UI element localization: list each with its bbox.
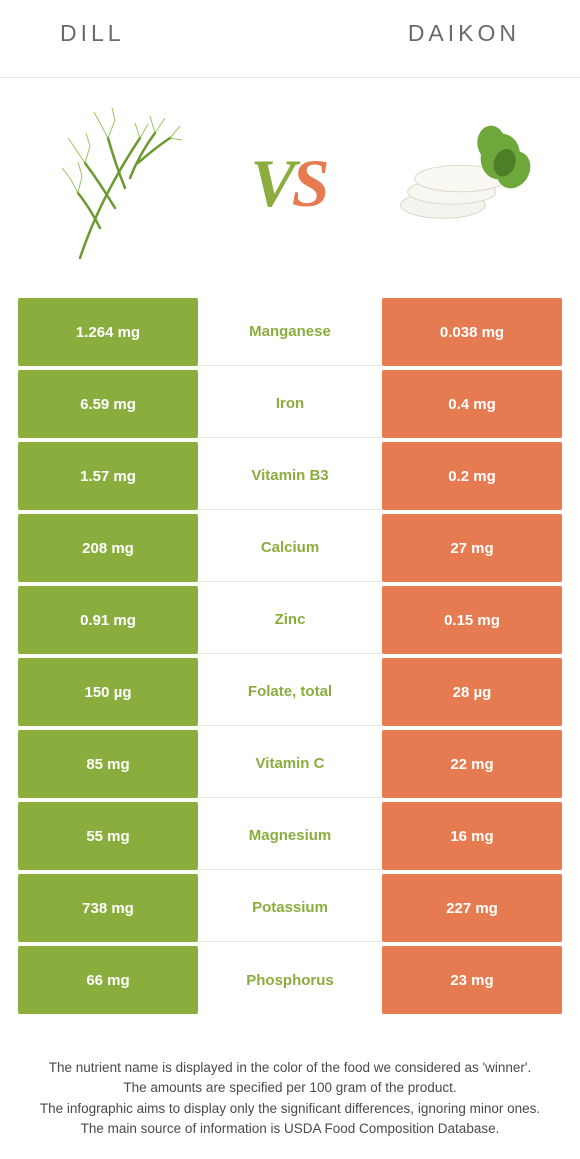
right-value: 16 mg [382, 802, 562, 870]
header: DILL DAIKON [0, 0, 580, 78]
left-value: 0.91 mg [18, 586, 198, 654]
footer-line: The infographic aims to display only the… [24, 1099, 556, 1119]
table-row: 150 µgFolate, total28 µg [18, 658, 562, 726]
footer-notes: The nutrient name is displayed in the co… [0, 1018, 580, 1159]
left-value: 208 mg [18, 514, 198, 582]
hero-row: V S [0, 78, 580, 298]
footer-line: The main source of information is USDA F… [24, 1119, 556, 1139]
right-value: 227 mg [382, 874, 562, 942]
footer-line: The nutrient name is displayed in the co… [24, 1058, 556, 1078]
nutrient-table: 1.264 mgManganese0.038 mg6.59 mgIron0.4 … [0, 298, 580, 1014]
nutrient-label: Folate, total [198, 658, 382, 726]
nutrient-label: Iron [198, 370, 382, 438]
right-value: 22 mg [382, 730, 562, 798]
nutrient-label: Magnesium [198, 802, 382, 870]
right-value: 0.038 mg [382, 298, 562, 366]
daikon-image [380, 98, 550, 268]
right-value: 23 mg [382, 946, 562, 1014]
right-title: DAIKON [408, 20, 520, 47]
table-row: 0.91 mgZinc0.15 mg [18, 586, 562, 654]
left-value: 738 mg [18, 874, 198, 942]
left-title: DILL [60, 20, 125, 47]
nutrient-label: Manganese [198, 298, 382, 366]
footer-line: The amounts are specified per 100 gram o… [24, 1078, 556, 1098]
right-value: 27 mg [382, 514, 562, 582]
left-value: 150 µg [18, 658, 198, 726]
nutrient-label: Potassium [198, 874, 382, 942]
left-value: 1.264 mg [18, 298, 198, 366]
vs-label: V S [250, 144, 329, 223]
table-row: 85 mgVitamin C22 mg [18, 730, 562, 798]
nutrient-label: Phosphorus [198, 946, 382, 1014]
table-row: 1.264 mgManganese0.038 mg [18, 298, 562, 366]
table-row: 55 mgMagnesium16 mg [18, 802, 562, 870]
table-row: 6.59 mgIron0.4 mg [18, 370, 562, 438]
nutrient-label: Calcium [198, 514, 382, 582]
table-row: 1.57 mgVitamin B30.2 mg [18, 442, 562, 510]
nutrient-label: Vitamin C [198, 730, 382, 798]
table-row: 208 mgCalcium27 mg [18, 514, 562, 582]
table-row: 66 mgPhosphorus23 mg [18, 946, 562, 1014]
left-value: 55 mg [18, 802, 198, 870]
nutrient-label: Vitamin B3 [198, 442, 382, 510]
right-value: 0.15 mg [382, 586, 562, 654]
nutrient-label: Zinc [198, 586, 382, 654]
right-value: 0.4 mg [382, 370, 562, 438]
left-value: 85 mg [18, 730, 198, 798]
vs-s: S [292, 144, 330, 223]
left-value: 1.57 mg [18, 442, 198, 510]
right-value: 28 µg [382, 658, 562, 726]
vs-v: V [250, 144, 295, 223]
left-value: 66 mg [18, 946, 198, 1014]
left-value: 6.59 mg [18, 370, 198, 438]
right-value: 0.2 mg [382, 442, 562, 510]
table-row: 738 mgPotassium227 mg [18, 874, 562, 942]
dill-image [30, 98, 200, 268]
